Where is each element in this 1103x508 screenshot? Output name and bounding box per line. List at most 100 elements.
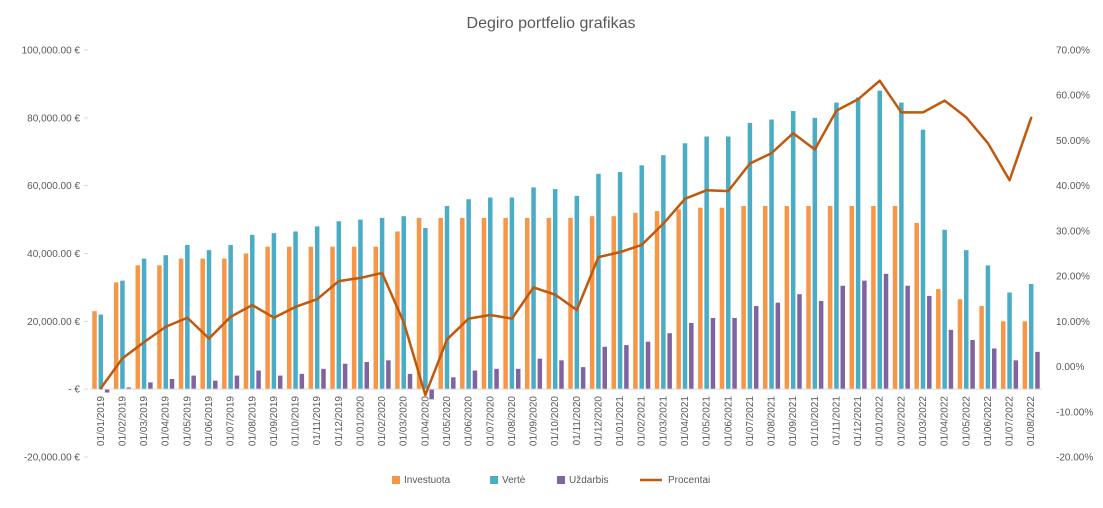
bar-investuota (741, 206, 746, 390)
bar-uzdarbis (689, 323, 694, 390)
bar-verte (769, 119, 774, 390)
bar-investuota (871, 206, 876, 390)
bar-uzdarbis (191, 375, 196, 390)
bar-uzdarbis (321, 368, 326, 390)
x-tick-label: 01/04/2020 (420, 396, 431, 446)
right-tick-label: 0.00% (1056, 362, 1084, 373)
right-tick-label: 50.00% (1056, 136, 1090, 147)
bar-uzdarbis (299, 373, 305, 390)
bar-investuota (135, 265, 141, 390)
bar-uzdarbis (148, 382, 153, 390)
x-tick-label: 01/12/2020 (593, 396, 604, 446)
x-tick-label: 01/03/2021 (658, 396, 669, 446)
x-tick-label: 01/09/2020 (529, 396, 540, 446)
right-tick-label: 10.00% (1056, 317, 1090, 328)
bar-verte (877, 90, 882, 390)
bar-investuota (914, 222, 919, 390)
bar-verte (920, 129, 926, 390)
bar-investuota (351, 246, 357, 390)
bar-uzdarbis (451, 377, 456, 390)
bar-uzdarbis (840, 285, 845, 390)
bar-verte (466, 199, 471, 390)
bar-verte (293, 231, 298, 390)
bar-verte (639, 165, 644, 390)
bar-investuota (308, 246, 314, 390)
bar-verte (855, 97, 861, 390)
x-tick-label: 01/12/2019 (334, 396, 345, 446)
bar-investuota (698, 207, 703, 390)
bar-uzdarbis (905, 285, 910, 390)
bar-investuota (287, 246, 292, 390)
bar-investuota (481, 217, 487, 390)
x-tick-label: 01/11/2021 (831, 396, 842, 446)
bar-verte (120, 280, 125, 390)
x-tick-label: 01/06/2021 (723, 396, 734, 446)
bar-verte (834, 102, 839, 390)
bar-uzdarbis (234, 375, 240, 390)
bar-investuota (243, 253, 249, 390)
bar-verte (812, 117, 818, 390)
bar-verte (899, 102, 904, 390)
x-axis: 01/01/2019 01/02/2019 01/03/2019 01/04/2019… (96, 396, 1037, 446)
x-tick-label: 01/05/2020 (442, 396, 453, 446)
bar-verte (163, 255, 168, 390)
bar-uzdarbis (515, 368, 521, 390)
bar-uzdarbis (580, 367, 586, 390)
bar-investuota (568, 217, 573, 390)
bar-investuota (330, 246, 335, 390)
bar-investuota (957, 299, 963, 390)
bar-investuota (611, 216, 617, 390)
left-tick-label: 80,000.00 € (27, 113, 80, 124)
right-tick-label: 20.00% (1056, 272, 1090, 283)
bar-investuota (416, 217, 422, 390)
bar-verte (726, 136, 731, 390)
bar-uzdarbis (624, 345, 629, 390)
legend-label-uzdarbis: Uždarbis (569, 475, 608, 486)
right-tick-label: -10.00% (1056, 407, 1093, 418)
bar-investuota (719, 207, 725, 390)
bar-investuota (373, 246, 379, 390)
bar-uzdarbis (277, 375, 283, 390)
bar-uzdarbis (797, 294, 802, 390)
x-tick-label: 01/09/2021 (788, 396, 799, 446)
x-tick-label: 01/09/2019 (269, 396, 280, 446)
left-tick-label: 60,000.00 € (27, 181, 80, 192)
bar-verte (617, 172, 623, 390)
bar-uzdarbis (429, 389, 434, 400)
bar-uzdarbis (991, 348, 997, 390)
bar-verte (661, 155, 666, 390)
bar-investuota (200, 258, 205, 390)
bar-verte (98, 314, 104, 390)
bar-verte (423, 228, 428, 390)
bar-verte (790, 111, 796, 390)
bar-verte (250, 234, 255, 390)
bar-uzdarbis (927, 295, 932, 390)
bar-uzdarbis (494, 368, 499, 390)
bar-uzdarbis (169, 378, 175, 390)
bar-uzdarbis (645, 341, 651, 390)
x-tick-label: 01/06/2020 (464, 396, 475, 446)
x-tick-label: 01/08/2020 (507, 396, 518, 446)
bar-verte (336, 221, 342, 390)
bar-verte (444, 206, 450, 390)
bar-investuota (827, 206, 833, 390)
bar-investuota (546, 217, 552, 390)
x-tick-label: 01/07/2022 (1005, 396, 1016, 446)
bar-verte (206, 250, 212, 390)
bar-verte (964, 250, 969, 390)
x-tick-label: 01/04/2021 (680, 396, 691, 446)
bar-uzdarbis (753, 306, 759, 390)
bar-investuota (589, 216, 595, 390)
x-tick-label: 01/04/2022 (940, 396, 951, 446)
bar-verte (1007, 292, 1012, 390)
x-tick-label: 01/07/2020 (485, 396, 496, 446)
x-tick-label: 01/01/2020 (355, 396, 366, 446)
bar-uzdarbis (104, 389, 110, 393)
bar-investuota (849, 206, 855, 390)
x-tick-label: 01/01/2022 (875, 396, 886, 446)
x-tick-label: 01/08/2021 (767, 396, 778, 446)
bar-uzdarbis (126, 387, 131, 390)
bar-verte (314, 226, 320, 390)
x-tick-label: 01/03/2020 (399, 396, 410, 446)
x-tick-label: 01/05/2021 (702, 396, 713, 446)
